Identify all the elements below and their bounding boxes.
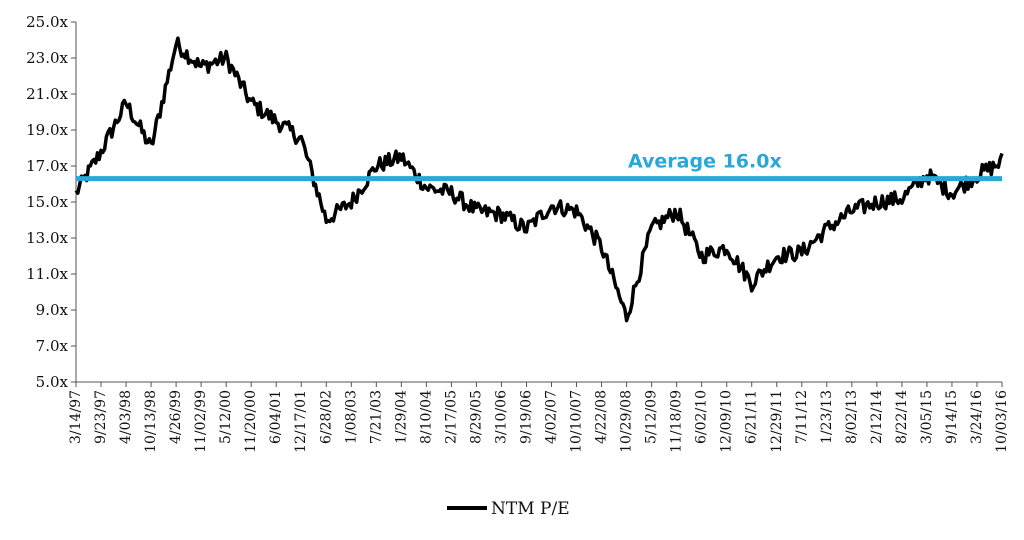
x-tick-label: 1/08/03 — [343, 390, 359, 444]
x-tick-label: 3/10/06 — [493, 390, 509, 444]
x-tick-label: 8/22/14 — [894, 390, 910, 444]
x-tick-label: 5/12/09 — [644, 390, 660, 444]
x-tick-label: 1/23/13 — [819, 390, 835, 444]
x-tick-label: 10/10/07 — [569, 390, 585, 453]
x-tick-label: 4/22/08 — [594, 390, 610, 444]
legend-label: NTM P/E — [491, 499, 570, 519]
y-tick-label: 5.0x — [36, 373, 69, 391]
x-axis: 3/14/97 9/23/97 4/03/98 10/13/98 4/26/99 11/0… — [68, 381, 1010, 453]
x-tick-label: 8/29/05 — [468, 390, 484, 444]
x-tick-label: 12/09/10 — [719, 390, 735, 453]
average-label: Average 16.0x — [628, 151, 782, 173]
y-axis: 5.0x 7.0x 9.0x 11.0x 13.0x 15.0x 17.0x 19.0x 21.… — [26, 13, 77, 391]
x-tick-label: 11/20/00 — [243, 390, 259, 453]
average-reference: Average 16.0x — [76, 151, 1002, 182]
x-tick-label: 6/28/02 — [318, 390, 334, 444]
x-tick-label: 11/18/09 — [669, 390, 685, 453]
x-tick-label: 2/12/14 — [869, 390, 885, 444]
x-tick-label: 1/29/04 — [393, 390, 409, 444]
x-tick-label: 9/23/97 — [93, 390, 109, 444]
x-tick-label: 9/14/15 — [944, 390, 960, 444]
x-tick-label: 12/17/01 — [293, 390, 309, 453]
y-tick-label: 7.0x — [36, 337, 69, 355]
y-tick-label: 9.0x — [36, 301, 69, 319]
x-tick-label: 8/02/13 — [844, 390, 860, 444]
x-tick-label: 3/05/15 — [919, 390, 935, 444]
x-tick-label: 4/03/98 — [118, 390, 134, 444]
legend: NTM P/E — [447, 499, 570, 519]
y-tick-label: 11.0x — [26, 265, 68, 283]
x-tick-label: 6/02/10 — [694, 390, 710, 444]
plot-area — [74, 36, 1004, 323]
x-tick-label: 10/13/98 — [143, 390, 159, 453]
x-tick-label: 7/21/03 — [368, 390, 384, 444]
x-tick-label: 8/10/04 — [418, 390, 434, 444]
x-tick-label: 3/14/97 — [68, 390, 84, 444]
x-tick-label: 9/19/06 — [518, 390, 534, 444]
y-tick-label: 17.0x — [26, 157, 68, 175]
y-tick-label: 25.0x — [26, 13, 68, 31]
y-tick-label: 15.0x — [26, 193, 68, 211]
x-tick-label: 12/29/11 — [769, 390, 785, 453]
x-tick-label: 6/21/11 — [744, 390, 760, 444]
x-tick-label: 2/17/05 — [443, 390, 459, 444]
x-tick-label: 4/26/99 — [168, 390, 184, 444]
y-tick-label: 23.0x — [26, 49, 68, 67]
y-tick-label: 19.0x — [26, 121, 68, 139]
x-tick-label: 3/24/16 — [969, 390, 985, 444]
series-line-ntm-pe — [74, 36, 1004, 323]
x-tick-label: 10/03/16 — [994, 390, 1010, 453]
x-tick-label: 10/29/08 — [619, 390, 635, 453]
y-tick-label: 21.0x — [26, 85, 68, 103]
x-tick-label: 6/04/01 — [268, 390, 284, 444]
x-tick-label: 7/11/12 — [794, 390, 810, 444]
x-tick-label: 11/02/99 — [193, 390, 209, 453]
y-tick-label: 13.0x — [26, 229, 68, 247]
x-tick-label: 5/12/00 — [218, 390, 234, 444]
x-tick-label: 4/02/07 — [544, 390, 560, 444]
